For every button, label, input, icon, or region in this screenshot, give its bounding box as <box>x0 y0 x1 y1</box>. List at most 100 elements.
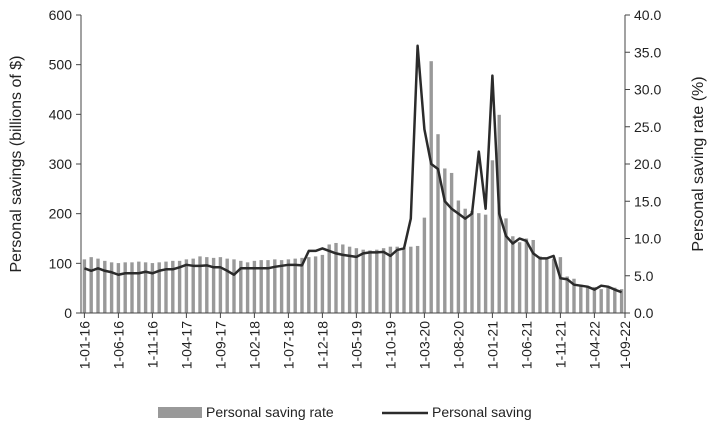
right-axis-tick-label: 15.0 <box>634 193 661 209</box>
x-axis-tick-label: 1-06-16 <box>110 321 126 369</box>
saving-rate-bar <box>585 286 590 313</box>
personal-saving-line <box>83 44 623 294</box>
saving-rate-bar <box>368 250 372 313</box>
saving-rate-bar <box>334 242 338 313</box>
saving-rate-bar <box>504 218 508 313</box>
saving-rate-bar <box>409 246 413 313</box>
saving-rate-bar <box>463 208 467 313</box>
right-axis-tick-label: 20.0 <box>634 156 661 172</box>
saving-rate-bar <box>388 246 393 313</box>
saving-rate-bar <box>307 257 311 314</box>
x-axis-tick-label: 1-09-22 <box>617 321 633 369</box>
saving-rate-bar <box>606 287 610 313</box>
saving-rate-bar <box>273 259 277 313</box>
saving-rate-bar <box>137 261 141 313</box>
saving-rate-bar <box>592 286 597 313</box>
saving-rate-bar <box>293 258 297 313</box>
saving-rate-bar <box>96 258 100 313</box>
saving-rate-bar <box>538 256 542 313</box>
saving-rate-bar <box>354 248 359 313</box>
saving-rate-bar <box>565 276 569 313</box>
left-axis-tick-label: 400 <box>49 106 73 122</box>
saving-rate-bar <box>375 249 379 313</box>
right-axis-tick-label: 40.0 <box>634 7 661 23</box>
saving-rate-bar <box>511 236 515 313</box>
legend-label-saving: Personal saving <box>432 404 532 420</box>
right-axis-title: Personal saving rate (%) <box>690 76 707 251</box>
saving-rate-bar <box>558 257 563 314</box>
saving-rate-bar <box>266 260 270 313</box>
right-axis-tick-label: 25.0 <box>634 119 661 135</box>
saving-rate-bar <box>613 287 617 313</box>
saving-rate-bar <box>123 262 127 313</box>
saving-rate-bar <box>286 259 291 313</box>
saving-rate-bar <box>483 214 488 313</box>
saving-rate-bar <box>327 244 331 313</box>
saving-rate-bar <box>239 260 243 313</box>
saving-rate-bar <box>232 259 236 313</box>
saving-rate-bar <box>470 210 474 313</box>
saving-rate-bar <box>579 284 583 313</box>
legend-swatch-saving-rate <box>158 407 202 418</box>
saving-rate-bar <box>313 256 318 313</box>
saving-rate-bar <box>449 172 454 313</box>
saving-rate-bar <box>109 262 114 313</box>
saving-rate-bar <box>599 289 603 313</box>
saving-rate-bar <box>252 260 257 313</box>
saving-rate-bars <box>82 61 624 314</box>
saving-rate-bar <box>164 261 168 313</box>
saving-rate-bar <box>245 262 250 313</box>
right-axis-tick-label: 10.0 <box>634 231 661 247</box>
left-axis-tick-label: 100 <box>49 255 73 271</box>
saving-rate-bar <box>177 260 182 313</box>
saving-rate-bar <box>429 61 433 313</box>
legend: Personal saving rate Personal saving <box>158 404 532 420</box>
left-axis-title: Personal savings (billions of $) <box>8 56 25 273</box>
x-axis-tick-label: 1-03-20 <box>416 321 432 369</box>
saving-rate-bar <box>395 246 399 313</box>
saving-rate-bar <box>130 262 134 313</box>
saving-rate-bar <box>171 260 175 313</box>
x-axis-tick-label: 1-02-18 <box>246 321 262 369</box>
x-axis-tick-label: 1-05-19 <box>348 321 364 369</box>
saving-rate-bar <box>218 257 223 314</box>
x-axis-tick-label: 1-04-17 <box>178 321 194 369</box>
saving-rate-bar <box>361 249 365 313</box>
saving-rate-bar <box>422 217 427 313</box>
saving-rate-bar <box>82 259 87 313</box>
saving-rate-bar <box>415 245 420 313</box>
saving-rate-bar <box>619 289 624 313</box>
saving-rate-bar <box>456 200 461 313</box>
x-axis-tick-label: 1-04-22 <box>586 321 602 369</box>
left-axis-tick-label: 600 <box>49 7 73 23</box>
x-axis-tick-label: 1-09-17 <box>212 321 228 369</box>
x-axis-tick-label: 1-11-16 <box>144 321 160 368</box>
saving-rate-bar <box>143 262 148 313</box>
saving-rate-bar <box>89 257 93 314</box>
saving-rate-bar <box>279 260 284 313</box>
saving-rate-bar <box>490 160 495 313</box>
left-axis-tick-label: 500 <box>49 57 73 73</box>
saving-rate-bar <box>517 242 522 313</box>
right-axis-tick-label: 30.0 <box>634 82 661 98</box>
legend-label-saving-rate: Personal saving rate <box>206 404 334 420</box>
right-axis-tick-label: 0.0 <box>634 305 654 321</box>
left-axis-tick-label: 0 <box>64 305 72 321</box>
x-axis-tick-label: 1-06-21 <box>518 321 534 369</box>
saving-rate-bar <box>341 244 345 313</box>
saving-rate-bar <box>436 134 440 313</box>
x-axis-tick-label: 1-12-18 <box>314 321 330 369</box>
saving-rate-bar <box>205 257 209 314</box>
x-axis-tick-label: 1-11-21 <box>552 321 568 368</box>
saving-rate-bar <box>225 258 229 313</box>
x-axis-tick-label: 1-10-19 <box>382 321 398 369</box>
left-axis-tick-label: 300 <box>49 156 73 172</box>
saving-rate-bar <box>531 239 535 313</box>
x-axis-tick-label: 1-01-21 <box>484 321 500 369</box>
saving-rate-bar <box>150 263 155 313</box>
x-axis-tick-label: 1-08-20 <box>450 321 466 369</box>
x-axis-tick-label: 1-01-16 <box>76 321 92 369</box>
saving-rate-bar <box>198 256 202 313</box>
